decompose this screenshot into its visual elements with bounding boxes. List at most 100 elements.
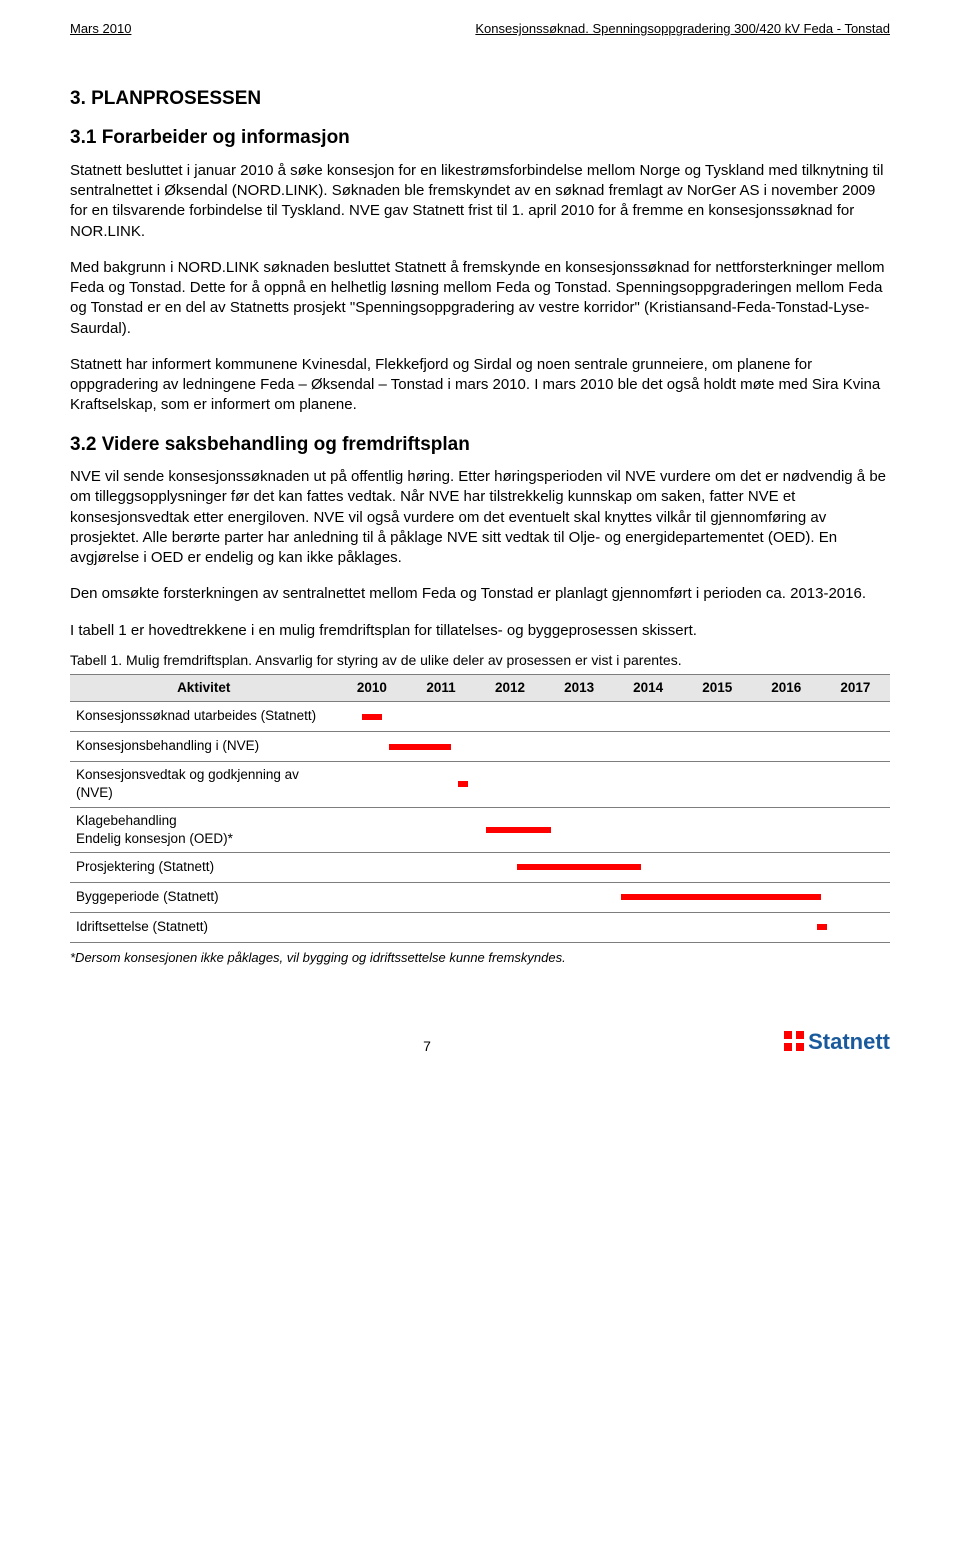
- year-cell: [476, 762, 545, 807]
- year-cell: [476, 882, 545, 912]
- year-cell: [406, 807, 475, 852]
- activity-cell: Klagebehandling Endelig konsesjon (OED)*: [70, 807, 337, 852]
- year-cell: [406, 762, 475, 807]
- year-cell: [752, 732, 821, 762]
- year-cell: [752, 807, 821, 852]
- gantt-bar: [486, 827, 552, 833]
- paragraph: Statnett besluttet i januar 2010 å søke …: [70, 161, 890, 242]
- col-year: 2013: [545, 674, 614, 701]
- year-cell: [545, 882, 614, 912]
- year-cell: [614, 807, 683, 852]
- year-cell: [683, 852, 752, 882]
- year-cell: [476, 852, 545, 882]
- year-cell: [752, 912, 821, 942]
- year-cell: [821, 762, 890, 807]
- paragraph: I tabell 1 er hovedtrekkene i en mulig f…: [70, 621, 890, 641]
- year-cell: [614, 762, 683, 807]
- year-cell: [683, 912, 752, 942]
- activity-cell: Konsesjonsbehandling i (NVE): [70, 732, 337, 762]
- year-cell: [337, 807, 406, 852]
- year-cell: [821, 807, 890, 852]
- table-row: Konsesjonsvedtak og godkjenning av (NVE): [70, 762, 890, 807]
- gantt-bar: [458, 781, 468, 787]
- table-row: Konsesjonssøknad utarbeides (Statnett): [70, 702, 890, 732]
- year-cell: [752, 702, 821, 732]
- table-row: Idriftsettelse (Statnett): [70, 912, 890, 942]
- year-cell: [476, 807, 545, 852]
- col-year: 2015: [683, 674, 752, 701]
- col-year: 2011: [406, 674, 475, 701]
- year-cell: [821, 912, 890, 942]
- table-row: Prosjektering (Statnett): [70, 852, 890, 882]
- activity-cell: Idriftsettelse (Statnett): [70, 912, 337, 942]
- year-cell: [752, 762, 821, 807]
- activity-cell: Konsesjonsvedtak og godkjenning av (NVE): [70, 762, 337, 807]
- year-cell: [821, 702, 890, 732]
- table-row: Klagebehandling Endelig konsesjon (OED)*: [70, 807, 890, 852]
- schedule-table: Aktivitet 2010 2011 2012 2013 2014 2015 …: [70, 674, 890, 943]
- year-cell: [406, 852, 475, 882]
- year-cell: [476, 732, 545, 762]
- brand-logo: Statnett: [784, 1027, 890, 1057]
- subsection-3-1-heading: 3.1 Forarbeider og informasjon: [70, 125, 890, 151]
- year-cell: [614, 912, 683, 942]
- header-right: Konsesjonssøknad. Spenningsoppgradering …: [475, 20, 890, 38]
- logo-squares-icon: [784, 1031, 804, 1051]
- year-cell: [406, 882, 475, 912]
- paragraph: Den omsøkte forsterkningen av sentralnet…: [70, 584, 890, 604]
- year-cell: [545, 702, 614, 732]
- year-cell: [683, 702, 752, 732]
- year-cell: [545, 807, 614, 852]
- activity-cell: Konsesjonssøknad utarbeides (Statnett): [70, 702, 337, 732]
- year-cell: [683, 807, 752, 852]
- table-row: Byggeperiode (Statnett): [70, 882, 890, 912]
- paragraph: Statnett har informert kommunene Kvinesd…: [70, 355, 890, 416]
- year-cell: [821, 882, 890, 912]
- col-year: 2016: [752, 674, 821, 701]
- year-cell: [821, 732, 890, 762]
- year-cell: [476, 912, 545, 942]
- gantt-bar: [362, 714, 383, 720]
- year-cell: [337, 912, 406, 942]
- year-cell: [337, 882, 406, 912]
- year-cell: [614, 852, 683, 882]
- year-cell: [337, 852, 406, 882]
- table-header-row: Aktivitet 2010 2011 2012 2013 2014 2015 …: [70, 674, 890, 701]
- brand-name: Statnett: [808, 1027, 890, 1057]
- year-cell: [545, 852, 614, 882]
- year-cell: [752, 882, 821, 912]
- year-cell: [821, 852, 890, 882]
- paragraph: NVE vil sende konsesjonssøknaden ut på o…: [70, 467, 890, 568]
- col-year: 2014: [614, 674, 683, 701]
- year-cell: [337, 702, 406, 732]
- paragraph: Med bakgrunn i NORD.LINK søknaden beslut…: [70, 258, 890, 339]
- col-activity: Aktivitet: [70, 674, 337, 701]
- year-cell: [683, 732, 752, 762]
- year-cell: [614, 732, 683, 762]
- page-number: 7: [423, 1037, 431, 1056]
- year-cell: [337, 762, 406, 807]
- header-left: Mars 2010: [70, 20, 131, 38]
- year-cell: [406, 912, 475, 942]
- year-cell: [545, 912, 614, 942]
- year-cell: [406, 732, 475, 762]
- page-footer: 7 Statnett: [70, 1027, 890, 1057]
- table-row: Konsesjonsbehandling i (NVE): [70, 732, 890, 762]
- year-cell: [545, 762, 614, 807]
- section-heading: 3. PLANPROSESSEN: [70, 86, 890, 112]
- col-year: 2012: [476, 674, 545, 701]
- page-header: Mars 2010 Konsesjonssøknad. Spenningsopp…: [70, 20, 890, 38]
- activity-cell: Byggeperiode (Statnett): [70, 882, 337, 912]
- year-cell: [406, 702, 475, 732]
- col-year: 2017: [821, 674, 890, 701]
- year-cell: [683, 882, 752, 912]
- year-cell: [476, 702, 545, 732]
- table-caption: Tabell 1. Mulig fremdriftsplan. Ansvarli…: [70, 651, 890, 670]
- year-cell: [752, 852, 821, 882]
- year-cell: [614, 882, 683, 912]
- year-cell: [683, 762, 752, 807]
- year-cell: [337, 732, 406, 762]
- col-year: 2010: [337, 674, 406, 701]
- year-cell: [545, 732, 614, 762]
- table-footnote: *Dersom konsesjonen ikke påklages, vil b…: [70, 949, 890, 967]
